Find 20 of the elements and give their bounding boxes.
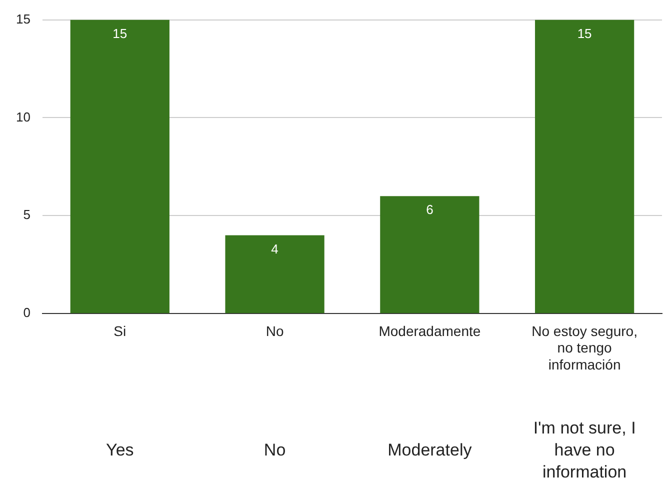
- x-tick-label: Moderadamente: [378, 322, 481, 339]
- text: Yes: [106, 440, 134, 460]
- x-tick-label: No: [266, 322, 284, 339]
- text: No: [264, 440, 286, 460]
- y-tick-label: 5: [23, 207, 30, 222]
- data-label: 15: [112, 26, 128, 41]
- y-tick-label: 10: [16, 109, 30, 124]
- data-label: 15: [577, 26, 592, 41]
- x-tick-label: No estoy seguro, no tengo información: [532, 322, 638, 372]
- y-tick-label: 0: [23, 305, 30, 320]
- bar: [225, 235, 324, 314]
- bar: [534, 20, 634, 314]
- bar: [380, 196, 480, 314]
- y-tick-label: 15: [16, 11, 30, 26]
- data-label: 6: [426, 202, 434, 218]
- text: Moderately: [388, 440, 472, 460]
- data-label: 4: [271, 241, 278, 256]
- x-tick-label: Si: [114, 322, 126, 339]
- text: I'm not sure, I have no information: [533, 418, 636, 482]
- bar: [70, 20, 170, 314]
